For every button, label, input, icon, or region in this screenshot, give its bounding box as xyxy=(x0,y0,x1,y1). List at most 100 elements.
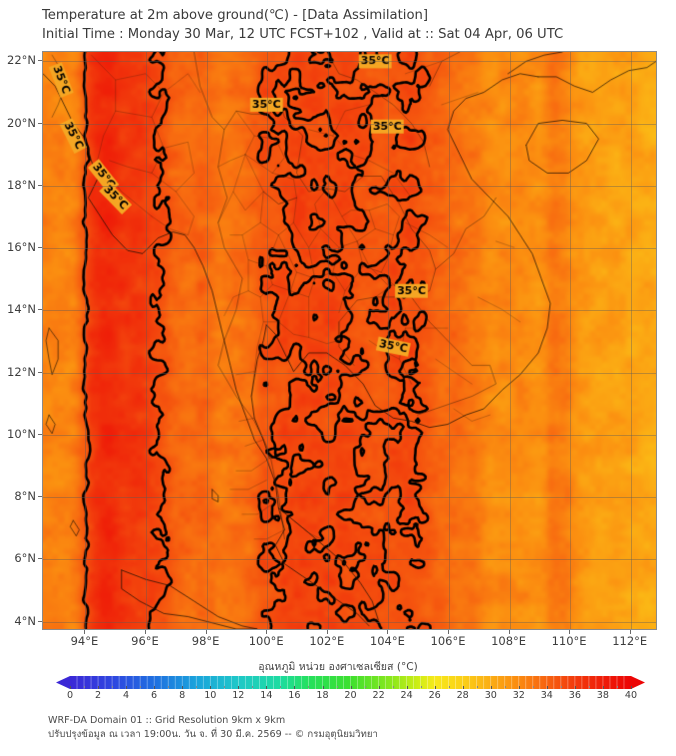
y-axis-label: 22°N xyxy=(7,53,36,68)
colorbar-minor-tick xyxy=(392,686,394,688)
colorbar-minor-tick xyxy=(308,686,310,688)
colorbar-tick xyxy=(210,686,212,689)
colorbar-tick-label: 32 xyxy=(512,690,525,701)
colorbar-tick-label: 20 xyxy=(344,690,357,701)
colorbar-minor-tick xyxy=(588,686,590,688)
y-axis-label: 8°N xyxy=(14,489,36,504)
gridline-horizontal xyxy=(43,310,656,312)
gridline-vertical xyxy=(388,52,390,629)
y-tick xyxy=(38,620,42,622)
gridline-vertical xyxy=(206,52,208,629)
colorbar-tick xyxy=(154,686,156,689)
map-plot-area[interactable] xyxy=(42,51,657,630)
gridline-horizontal xyxy=(43,434,656,436)
y-axis-label: 14°N xyxy=(7,302,36,317)
colorbar-tick xyxy=(574,686,576,689)
colorbar-title: อุณหภูมิ หน่วย องศาเซลเซียส (°C) xyxy=(258,661,418,673)
y-tick xyxy=(38,122,42,124)
colorbar-tick xyxy=(518,686,520,689)
colorbar-tick-label: 22 xyxy=(372,690,385,701)
y-axis-label: 12°N xyxy=(7,364,36,379)
colorbar-tick xyxy=(490,686,492,689)
colorbar-tick-label: 16 xyxy=(288,690,301,701)
x-axis-label: 94°E xyxy=(70,634,99,648)
gridline-vertical xyxy=(509,52,511,629)
y-axis-label: 16°N xyxy=(7,240,36,255)
colorbar-minor-tick xyxy=(140,686,142,688)
gridline-vertical xyxy=(146,52,147,629)
gridline-vertical xyxy=(267,52,269,629)
page-title: Temperature at 2m above ground(℃) - [Dat… xyxy=(42,8,429,23)
y-axis-label: 20°N xyxy=(7,115,36,130)
colorbar-minor-tick xyxy=(420,686,422,688)
x-tick xyxy=(387,630,389,634)
footer-credit: ปรับปรุงข้อมูล ณ เวลา 19:00น. วัน จ. ที่… xyxy=(48,729,378,740)
colorbar-minor-tick xyxy=(617,686,618,688)
gridline-vertical xyxy=(85,52,87,629)
chart-subtitle: Initial Time : Monday 30 Mar, 12 UTC FCS… xyxy=(42,27,564,42)
gridline-horizontal xyxy=(43,123,656,125)
y-axis-label: 4°N xyxy=(14,613,36,628)
colorbar-tick xyxy=(98,686,99,689)
colorbar-tick xyxy=(294,686,296,689)
y-axis-label: 18°N xyxy=(7,177,36,192)
gridline-horizontal xyxy=(43,559,656,561)
colorbar-tick xyxy=(350,686,352,689)
x-tick xyxy=(508,630,510,634)
colorbar-tick xyxy=(182,686,184,689)
colorbar-tick-label: 36 xyxy=(568,690,581,701)
y-tick xyxy=(38,496,42,498)
colorbar-minor-tick xyxy=(336,686,338,688)
x-axis-label: 98°E xyxy=(191,634,220,648)
colorbar-minor-tick xyxy=(112,686,114,688)
colorbar-tick-label: 40 xyxy=(624,690,638,701)
colorbar-tick xyxy=(70,686,71,689)
gridline-vertical xyxy=(327,52,329,629)
colorbar-tick-label: 12 xyxy=(232,690,245,701)
y-axis-label: 10°N xyxy=(7,426,36,441)
colorbar-tick xyxy=(434,686,436,689)
colorbar-tick xyxy=(378,686,380,689)
gridline-horizontal xyxy=(43,621,656,623)
x-axis-label: 106°E xyxy=(430,634,466,648)
colorbar-tick-label: 28 xyxy=(456,690,469,701)
colorbar-minor-tick xyxy=(196,686,198,688)
colorbar-tick xyxy=(238,686,240,689)
y-tick xyxy=(38,184,42,186)
colorbar-tick-label: 10 xyxy=(204,690,217,701)
colorbar-minor-tick xyxy=(84,686,85,688)
colorbar-tick xyxy=(266,686,268,689)
colorbar-tick-label: 14 xyxy=(260,690,273,701)
x-tick xyxy=(84,630,86,634)
colorbar-tick xyxy=(406,686,408,689)
x-axis-label: 104°E xyxy=(369,634,405,648)
colorbar-tick xyxy=(126,686,128,689)
colorbar-minor-tick xyxy=(476,686,478,688)
y-tick xyxy=(38,371,42,373)
colorbar-tick-label: 8 xyxy=(179,690,186,701)
gridline-vertical xyxy=(630,52,632,629)
x-tick xyxy=(326,630,328,634)
y-axis-label: 6°N xyxy=(14,551,36,566)
x-tick xyxy=(629,630,631,634)
colorbar-tick-label: 26 xyxy=(428,690,441,701)
gridline-horizontal xyxy=(43,248,656,250)
gridline-horizontal xyxy=(43,497,656,499)
x-tick xyxy=(205,630,207,634)
y-tick xyxy=(38,247,42,249)
colorbar-tick xyxy=(462,686,464,689)
x-axis-label: 110°E xyxy=(551,634,587,648)
colorbar-tick-label: 30 xyxy=(484,690,497,701)
y-tick xyxy=(38,558,42,560)
colorbar-tick-label: 34 xyxy=(540,690,553,701)
colorbar-minor-tick xyxy=(504,686,506,688)
colorbar-minor-tick xyxy=(560,686,562,688)
gridline-vertical xyxy=(449,52,450,629)
colorbar-tick xyxy=(631,686,632,689)
colorbar-minor-tick xyxy=(224,686,226,688)
x-tick xyxy=(569,630,571,634)
temperature-heatmap-canvas xyxy=(43,52,656,629)
colorbar-tick-label: 38 xyxy=(596,690,609,701)
y-tick xyxy=(38,433,42,435)
